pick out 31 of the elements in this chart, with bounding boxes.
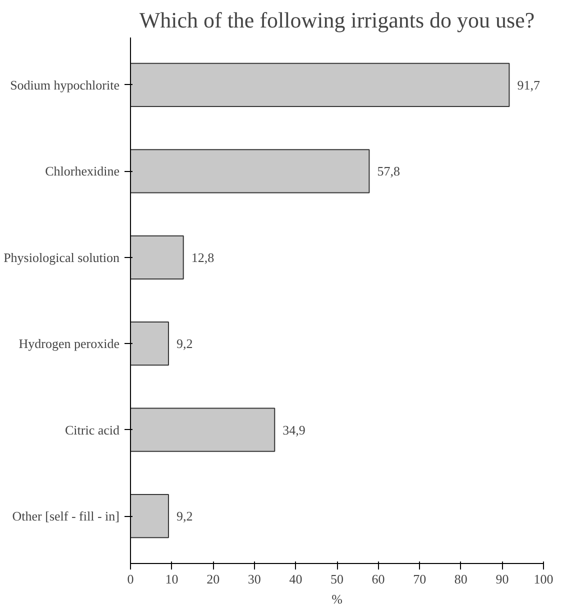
bar [130, 494, 169, 538]
x-tick-label: 100 [534, 572, 554, 586]
data-label: 12,8 [191, 250, 214, 265]
data-label: 9,2 [176, 508, 193, 524]
y-tick-label: Sodium hypochlorite [10, 77, 120, 92]
x-tick-label: 90 [496, 572, 509, 586]
x-tick-label: 40 [289, 572, 302, 586]
x-tick-label: 80 [454, 572, 468, 586]
bar [130, 235, 184, 280]
y-tick-label: Chlorhexidine [45, 164, 120, 179]
y-tick-label: Other [self - fill - in] [12, 508, 120, 524]
y-tick-label: Physiological solution [4, 250, 120, 265]
bar [130, 149, 370, 194]
y-tick-label: Hydrogen peroxide [18, 336, 120, 352]
bar [130, 62, 510, 107]
chart-title: Which of the following irrigants do you use? [139, 8, 535, 32]
bar [130, 322, 169, 366]
x-tick-label: 60 [372, 572, 385, 586]
y-tick-label: Citric acid [64, 422, 120, 438]
x-tick-label: 70 [413, 572, 426, 586]
x-axis-title: % [332, 592, 343, 606]
data-label: 9,2 [176, 336, 193, 352]
x-tick-label: 50 [330, 572, 344, 586]
bar [130, 408, 276, 452]
data-label: 57,8 [377, 164, 400, 179]
data-label: 91,7 [517, 77, 540, 92]
x-tick-label: 20 [206, 572, 220, 586]
x-tick-label: 30 [248, 572, 261, 586]
data-label: 34,9 [282, 422, 306, 438]
x-tick-label: 0 [127, 572, 134, 586]
x-tick-label: 10 [165, 572, 178, 586]
